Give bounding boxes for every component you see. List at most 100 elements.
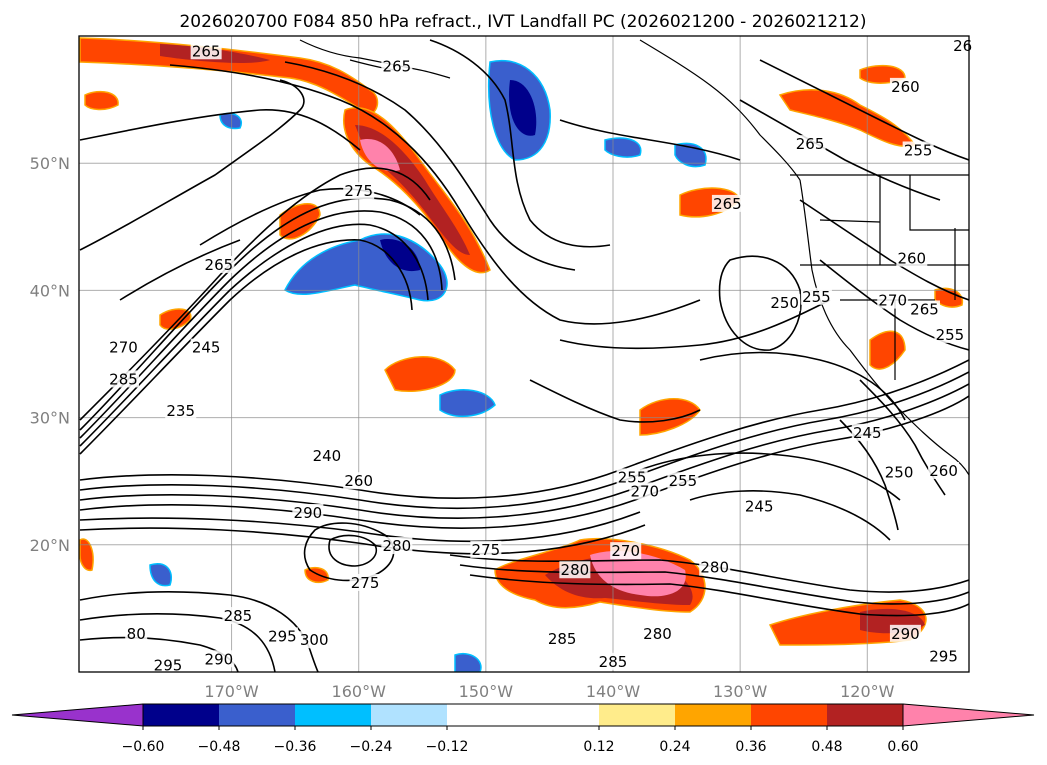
contour-label-bg	[794, 135, 826, 153]
shaded-fields	[79, 37, 964, 672]
contour-label: 265	[910, 300, 939, 318]
contour-label: 255	[802, 288, 831, 306]
contour-label-bg	[546, 629, 578, 647]
contour-label: 270	[630, 482, 659, 500]
contour-label-bg	[699, 558, 731, 576]
lat-tick-label: 20°N	[30, 536, 70, 555]
contour-label: 255	[669, 472, 698, 490]
contour-label: 255	[936, 326, 965, 344]
contour-label-bg	[343, 472, 375, 490]
contour-label-bg	[896, 249, 928, 267]
colorbar-tick-label: 0.24	[659, 739, 690, 755]
colorbar-segment	[295, 704, 371, 726]
contour-label-bg	[381, 537, 413, 555]
contour-label-bg	[190, 42, 222, 60]
contour-label: 285	[548, 630, 577, 648]
colorbar-tick-label: −0.12	[426, 739, 469, 755]
positive-anomaly-central	[84, 64, 906, 436]
contour-label: 285	[224, 607, 253, 625]
contour-label-bg	[889, 77, 921, 95]
contour-label: 285	[109, 370, 138, 388]
contour-label: 290	[205, 650, 234, 668]
contour-label-bg	[203, 255, 235, 273]
contour-label: 265	[192, 42, 221, 60]
contour-label: 295	[154, 657, 183, 675]
contour-label: 255	[904, 141, 933, 159]
colorbar-segment	[827, 704, 903, 726]
contour-label-bg	[928, 647, 960, 665]
contour-label-bg	[743, 497, 775, 515]
contour-label: 280	[700, 559, 729, 577]
contour-label: 250	[770, 294, 799, 312]
contour-label: 260	[344, 472, 373, 490]
contour-label-bg	[883, 463, 915, 481]
contour-label-bg	[667, 472, 699, 490]
contour-label: 275	[472, 541, 501, 559]
contour-label: 270	[878, 292, 907, 310]
lon-tick-label: 150°W	[459, 682, 514, 701]
contour-label-bg	[889, 624, 921, 642]
contour-label-bg	[902, 141, 934, 159]
contour-label: 280	[561, 561, 590, 579]
colorbar-tick-label: 0.36	[735, 739, 766, 755]
lat-tick-label: 30°N	[30, 409, 70, 428]
contour-label: 260	[897, 250, 926, 268]
contour-label: 235	[166, 402, 195, 420]
contour-label-bg	[800, 287, 832, 305]
lon-tick-label: 130°W	[713, 682, 768, 701]
contour-label: 250	[885, 463, 914, 481]
contour-label-bg	[349, 573, 381, 591]
contour-label-bg	[165, 402, 197, 420]
contour-label-bg	[851, 423, 883, 441]
lon-tick-label: 120°W	[840, 682, 895, 701]
contour-label-bg	[381, 57, 413, 75]
contour-label-bg	[934, 325, 966, 343]
contour-label-bg	[597, 652, 629, 670]
colorbar-segment	[599, 704, 675, 726]
contour-label: 260	[929, 462, 958, 480]
contour-label-bg	[222, 607, 254, 625]
contour-label: 275	[351, 574, 380, 592]
contour-label-bg	[108, 338, 139, 356]
colorbar-tick-label: 0.60	[887, 739, 918, 755]
longitude-tick-labels: 170°W 160°W 150°W 140°W 130°W 120°W	[204, 682, 894, 701]
lon-tick-label: 160°W	[332, 682, 387, 701]
colorbar-segment	[219, 704, 295, 726]
contour-label: 295	[929, 648, 958, 666]
colorbar: −0.60 −0.48 −0.36 −0.24 −0.12 0.12 0.24 0.36 0.4…	[11, 703, 1035, 755]
colorbar-tick-label: 0.48	[811, 739, 842, 755]
colorbar-segment	[371, 704, 447, 726]
negative-anomaly-north	[487, 59, 551, 161]
contour-label: 285	[599, 653, 628, 671]
contour-label-bg	[559, 561, 591, 579]
contour-label: 245	[853, 424, 882, 442]
colorbar-segment	[143, 704, 219, 726]
contour-label-bg	[343, 182, 375, 200]
contour-label-bg	[266, 627, 298, 645]
contour-label: 300	[300, 631, 329, 649]
colorbar-tick-label: −0.48	[198, 739, 241, 755]
contour-label-bg	[877, 291, 909, 309]
contour-label: 260	[891, 78, 920, 96]
contour-label: 255	[618, 468, 647, 486]
refractivity-contours	[79, 39, 969, 672]
gridlines	[79, 36, 969, 672]
contour-label: 240	[313, 447, 342, 465]
contour-label-bg	[642, 624, 673, 642]
contour-label: 275	[344, 182, 373, 200]
contour-label: 270	[611, 542, 640, 560]
contour-label-bg	[928, 462, 960, 480]
contour-label-bg	[610, 542, 642, 560]
colorbar-tick-label: 0.12	[583, 739, 614, 755]
contour-label: 26	[953, 37, 972, 55]
contour-label-bg	[711, 194, 743, 212]
contour-label-bg	[470, 540, 502, 558]
contour-labels: 2652752652702852452352402602902802752752…	[108, 37, 974, 675]
colorbar-segment	[447, 704, 599, 726]
colorbar-tick-label: −0.60	[122, 739, 165, 755]
contour-label-bg	[292, 504, 324, 521]
contour-label-bg	[298, 631, 330, 649]
contour-label: 265	[796, 135, 825, 153]
map-title: 2026020700 F084 850 hPa refract., IVT La…	[179, 12, 866, 32]
